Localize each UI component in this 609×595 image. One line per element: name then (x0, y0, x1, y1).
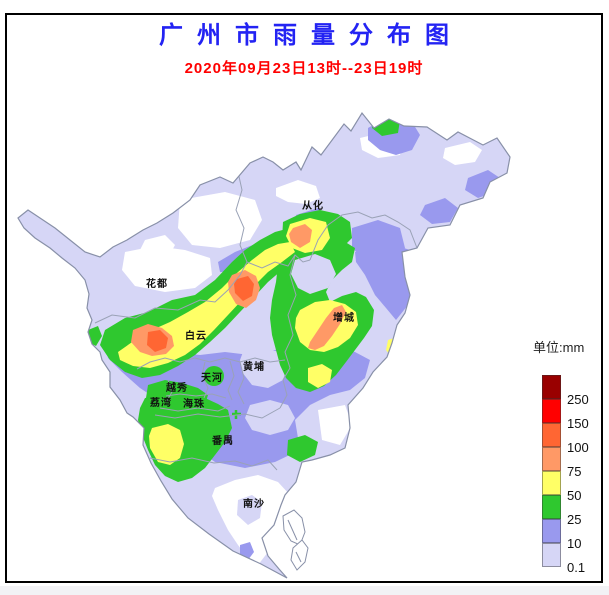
rain-patch-lt0.1 (122, 246, 212, 292)
district-label-tianhe: 天河 (201, 372, 223, 384)
rain-patch-lt0.1 (140, 235, 175, 260)
rain-layer-0.1-10 (237, 348, 295, 525)
legend-label-100: 100 (567, 440, 589, 455)
legend-label-150: 150 (567, 416, 589, 431)
rain-patch-0.1-10 (291, 254, 336, 294)
rain-patch-25-50 (204, 366, 224, 386)
legend-swatch-gt250 (542, 375, 561, 399)
estuary-islands (282, 509, 309, 571)
district-border (309, 211, 418, 261)
legend-label-10: 10 (567, 536, 582, 551)
district-label-zengcheng: 增城 (333, 311, 355, 324)
window-edge-strip (0, 586, 609, 595)
legend-swatch-50-75 (542, 471, 561, 495)
island (282, 509, 306, 546)
legend-swatch-100-150 (542, 423, 561, 447)
district-border (159, 405, 231, 412)
district-border (149, 457, 278, 471)
district-border (201, 361, 209, 399)
legend-label-25: 25 (567, 512, 582, 527)
rain-marker-cross (232, 410, 241, 419)
legend-label-250: 250 (567, 392, 589, 407)
district-border (227, 360, 235, 401)
district-label-conghua: 从化 (302, 199, 324, 212)
rain-patch-0.1-10 (240, 348, 288, 388)
rain-patch-75-100 (289, 224, 312, 248)
legend-swatch-0.1-10 (542, 543, 561, 567)
legend-swatch-10-25 (542, 519, 561, 543)
district-border (246, 254, 311, 269)
rain-patch-75-100 (308, 305, 346, 350)
legend-swatch-25-50 (542, 495, 561, 519)
district-label-baiyun: 白云 (185, 329, 207, 342)
district-border (165, 379, 173, 403)
rain-patch-50-75 (308, 364, 332, 388)
rain-patch-100-150 (147, 330, 168, 352)
legend-swatch-150-250 (542, 399, 561, 423)
legend-label-75: 75 (567, 464, 582, 479)
legend-swatch-75-100 (542, 447, 561, 471)
district-label-yuexiu: 越秀 (165, 381, 188, 394)
district-border (235, 171, 248, 263)
district-border (165, 393, 227, 399)
rain-patch-lt0.1 (276, 180, 320, 204)
rain-patch-100-150 (234, 276, 254, 301)
rain-patch-0.1-10 (237, 495, 262, 525)
district-border (136, 357, 286, 370)
district-border (279, 254, 297, 409)
district-label-huadu: 花都 (146, 277, 168, 290)
district-borders (94, 171, 418, 471)
district-border (154, 407, 281, 419)
district-label-panyu: 番禺 (211, 434, 234, 447)
district-label-haizhu: 海珠 (183, 397, 205, 410)
legend-unit-label: 单位:mm (533, 340, 585, 355)
island (290, 539, 309, 571)
district-label-liwan: 荔湾 (149, 396, 172, 409)
rain-patch-lt0.1 (318, 405, 352, 445)
rain-patch-50-75 (149, 424, 184, 465)
rain-patch-25-50 (287, 435, 318, 462)
rain-layer-100-150 (147, 276, 254, 352)
rain-patch-lt0.1 (443, 142, 482, 165)
rain-patch-lt0.1 (178, 192, 262, 248)
district-label-huangpu: 黄埔 (243, 360, 265, 373)
island-inner-line (287, 519, 302, 563)
map-title: 广州市雨量分布图 (159, 22, 463, 49)
district-label-nansha: 南沙 (243, 497, 265, 510)
legend-label-0.1: 0.1 (567, 560, 586, 575)
district-border (237, 361, 245, 405)
map-subtitle: 2020年09月23日13时--23日19时 (184, 60, 424, 77)
rain-patch-0.1-10 (245, 400, 295, 435)
rain-patch-10-25 (420, 198, 458, 224)
district-border (94, 261, 248, 324)
legend-label-50: 50 (567, 488, 582, 503)
